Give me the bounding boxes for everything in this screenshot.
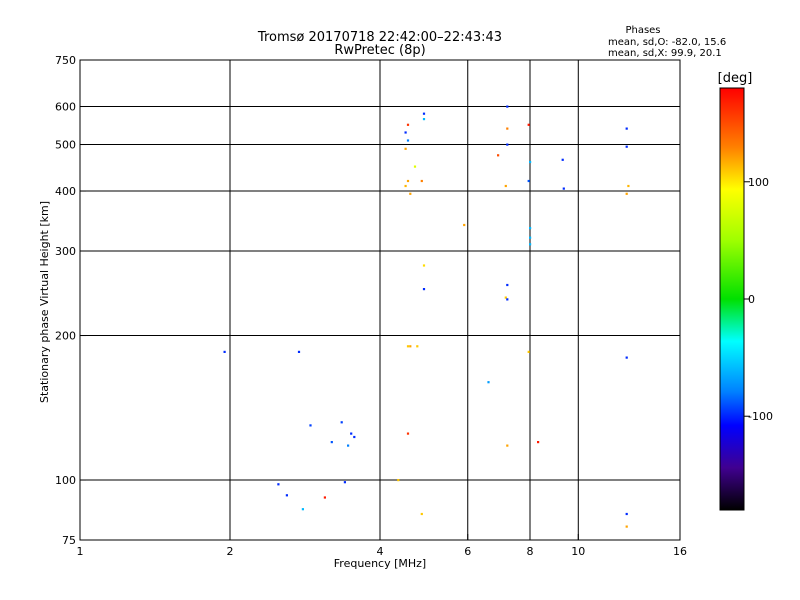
x-axis-label: Frequency [MHz] [334,557,426,570]
colorbar-gradient [719,87,745,511]
data-point [223,350,226,353]
colorbar-ticks: 100 0 -100 [744,176,773,423]
data-point [422,118,426,121]
data-point [504,184,507,188]
data-point [301,508,304,511]
data-point [527,179,530,183]
data-point [529,227,532,230]
x-tick-label: 6 [464,545,471,558]
x-tick-label: 8 [527,545,534,558]
data-point [404,184,407,188]
data-point [347,444,350,447]
y-axis-label: Stationary phase Virtual Height [km] [38,201,51,403]
data-point [529,236,532,239]
data-point [323,496,326,499]
data-point [397,479,400,482]
data-point [330,441,333,444]
data-point [463,223,466,227]
colorbar-tick-label: 100 [748,176,769,189]
data-point [487,381,490,384]
chart-title: Tromsø 20170718 22:42:00–22:43:43 [257,30,502,45]
data-point [406,432,410,435]
x-tick-label: 1 [77,545,84,558]
y-tick-label: 500 [55,139,76,152]
x-axis: 1 2 4 6 8 10 16 [77,534,687,558]
data-point [625,127,628,130]
data-point [406,123,410,126]
data-point [404,147,407,150]
colorbar-label: [deg] [718,71,753,86]
data-point [506,298,509,301]
data-point [277,483,280,486]
y-tick-label: 75 [62,534,76,547]
data-point [625,192,628,195]
phases-legend: Phases mean, sd,O: -82.0, 15.6 mean, sd,… [608,25,726,59]
x-tick-label: 4 [377,545,384,558]
data-point [404,131,407,134]
data-point [529,243,532,246]
data-point [340,421,343,424]
data-point [625,512,628,516]
data-point [422,288,426,291]
data-point [406,179,410,183]
phases-heading: Phases [625,25,660,36]
data-point [416,345,419,348]
data-point [527,123,530,126]
y-tick-label: 200 [55,330,76,343]
data-point [625,356,628,359]
chart-grid [80,60,680,540]
data-point [353,435,356,439]
data-point [420,179,423,183]
y-axis: 75 100 200 300 400 500 600 750 [55,54,86,547]
data-point [422,112,426,115]
data-point [625,525,628,528]
colorbar-tick-label: 0 [748,293,755,306]
x-tick-label: 2 [227,545,234,558]
data-point [506,444,509,447]
data-point [529,160,532,164]
data-point [406,345,410,348]
data-point [409,192,412,195]
chart-subtitle: RwPretec (8p) [334,43,425,58]
y-tick-label: 300 [55,245,76,258]
colorbar: [deg] 100 0 -100 [718,71,773,511]
data-point [285,494,288,497]
phases-o-line: mean, sd,O: -82.0, 15.6 [608,37,726,48]
data-point [406,139,410,142]
data-point [506,105,509,108]
data-point [506,143,509,146]
x-tick-label: 10 [571,545,585,558]
y-tick-label: 600 [55,101,76,114]
data-point [506,283,509,287]
y-tick-label: 400 [55,185,76,198]
y-tick-label: 100 [55,474,76,487]
data-point [413,165,417,168]
phases-x-line: mean, sd,X: 99.9, 20.1 [608,48,722,59]
data-point [309,424,312,427]
data-points [223,105,630,528]
y-tick-label: 750 [55,54,76,67]
data-point [497,154,500,157]
data-point [527,350,530,353]
data-point [625,145,628,148]
data-point [504,296,507,299]
data-point [297,350,301,353]
data-point [627,184,630,188]
data-point [422,264,426,267]
data-point [537,441,540,444]
colorbar-tick-label: -100 [748,410,773,423]
data-point [506,127,509,130]
data-point [409,345,412,348]
data-point [350,432,353,435]
data-point [420,512,423,516]
data-point [343,481,346,484]
data-point [561,158,564,161]
x-tick-label: 16 [673,545,687,558]
data-point [562,187,565,190]
